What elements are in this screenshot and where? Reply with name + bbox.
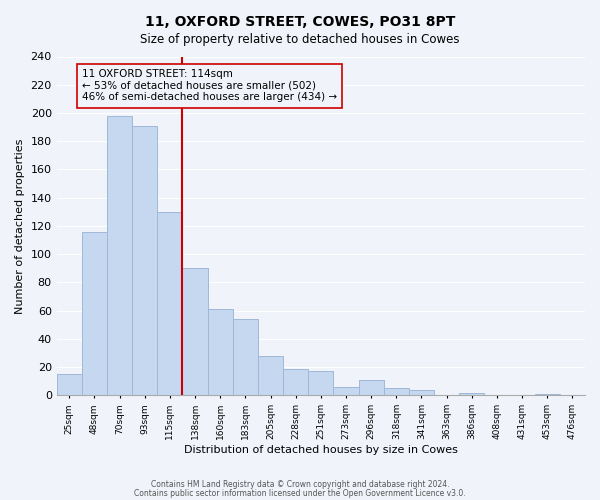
Bar <box>308 372 334 396</box>
Text: Size of property relative to detached houses in Cowes: Size of property relative to detached ho… <box>140 32 460 46</box>
Bar <box>283 368 308 396</box>
X-axis label: Distribution of detached houses by size in Cowes: Distribution of detached houses by size … <box>184 445 458 455</box>
Text: Contains public sector information licensed under the Open Government Licence v3: Contains public sector information licen… <box>134 488 466 498</box>
Text: Contains HM Land Registry data © Crown copyright and database right 2024.: Contains HM Land Registry data © Crown c… <box>151 480 449 489</box>
Bar <box>535 394 560 396</box>
Text: 11, OXFORD STREET, COWES, PO31 8PT: 11, OXFORD STREET, COWES, PO31 8PT <box>145 15 455 29</box>
Bar <box>409 390 434 396</box>
Bar <box>233 319 258 396</box>
Bar <box>459 392 484 396</box>
Y-axis label: Number of detached properties: Number of detached properties <box>15 138 25 314</box>
Bar <box>208 310 233 396</box>
Bar <box>359 380 384 396</box>
Bar <box>132 126 157 396</box>
Bar <box>334 387 359 396</box>
Bar <box>56 374 82 396</box>
Bar <box>384 388 409 396</box>
Bar <box>107 116 132 396</box>
Bar <box>258 356 283 396</box>
Bar <box>182 268 208 396</box>
Bar <box>157 212 182 396</box>
Text: 11 OXFORD STREET: 114sqm
← 53% of detached houses are smaller (502)
46% of semi-: 11 OXFORD STREET: 114sqm ← 53% of detach… <box>82 69 337 102</box>
Bar <box>82 232 107 396</box>
